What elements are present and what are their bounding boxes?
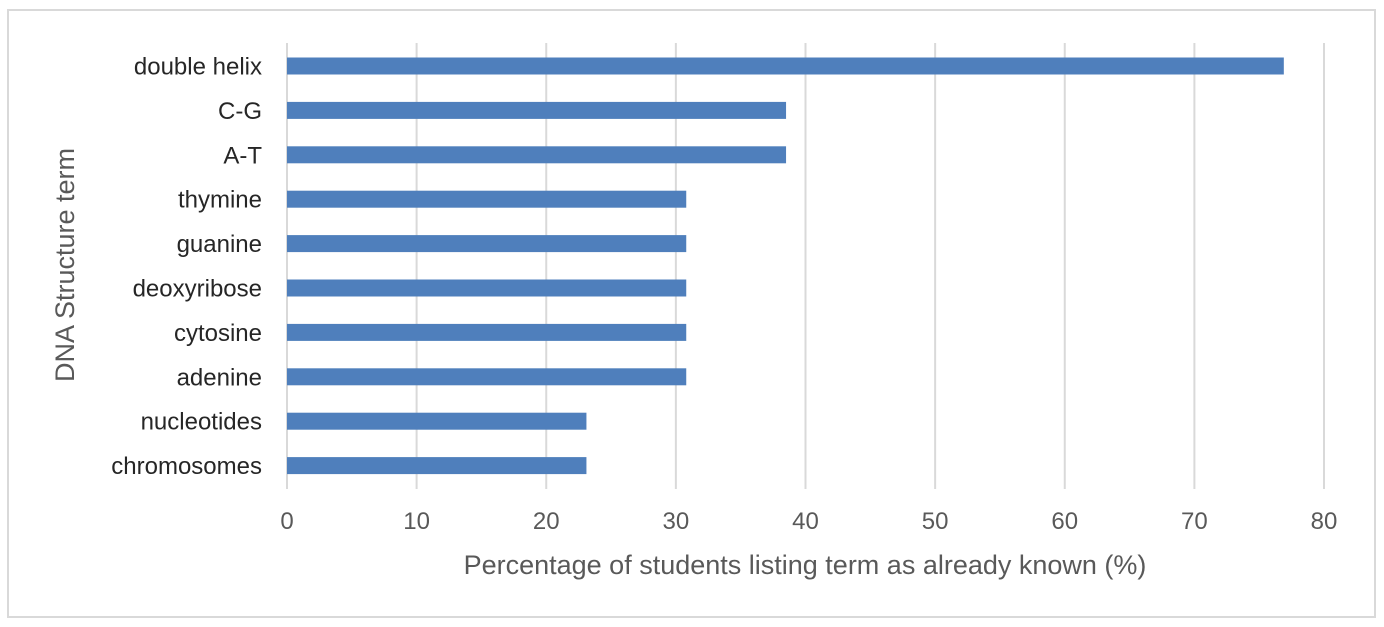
bar [287, 412, 587, 430]
category-label: nucleotides [141, 409, 262, 436]
bar [287, 323, 687, 341]
category-label: deoxyribose [133, 276, 262, 303]
x-tick-label: 10 [403, 508, 430, 535]
category-label: cytosine [174, 320, 262, 347]
bar [287, 368, 687, 386]
bar [287, 457, 587, 475]
category-labels: double helix C-G A-T thymine guanine deoxyrib… [111, 54, 262, 481]
category-label: chromosomes [111, 453, 262, 480]
x-tick-label: 20 [533, 508, 560, 535]
category-label: guanine [177, 231, 262, 258]
bar [287, 101, 787, 119]
x-tick-label: 30 [663, 508, 690, 535]
category-label: double helix [134, 54, 262, 81]
bar [287, 57, 1284, 75]
bars [287, 57, 1284, 475]
x-tick-label: 0 [280, 508, 293, 535]
bar [287, 190, 687, 208]
category-label: A-T [223, 142, 262, 169]
bar [287, 146, 787, 164]
x-tick-label: 50 [922, 508, 949, 535]
category-label: adenine [177, 364, 262, 391]
category-label: C-G [218, 98, 262, 125]
x-tick-label: 80 [1311, 508, 1338, 535]
x-tick-labels: 0 10 20 30 40 50 60 70 80 [280, 508, 1337, 535]
y-axis-title: DNA Structure term [50, 148, 80, 382]
bar [287, 235, 687, 253]
x-axis-title: Percentage of students listing term as a… [464, 550, 1147, 580]
x-tick-label: 40 [792, 508, 819, 535]
x-tick-label: 70 [1181, 508, 1208, 535]
x-tick-label: 60 [1051, 508, 1078, 535]
category-label: thymine [178, 187, 262, 214]
bar [287, 279, 687, 297]
